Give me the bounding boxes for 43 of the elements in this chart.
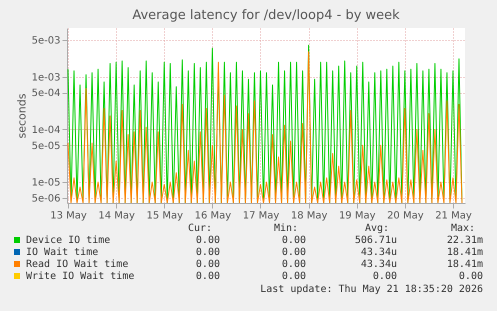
chart-title: Average latency for /dev/loop4 - by week (132, 8, 400, 23)
text: 0.00 (282, 235, 306, 246)
x-tick-label: 15 May (146, 210, 184, 222)
text: 43.34u (360, 247, 397, 258)
text: 43.34u (360, 259, 397, 270)
y-tick-label: 1e-05 (32, 178, 60, 189)
text: 0.00 (458, 271, 483, 282)
x-tick-label: 20 May (387, 210, 424, 222)
y-axis-title: seconds (16, 93, 29, 138)
text: 0.00 (196, 235, 220, 246)
text: 18.41m (446, 247, 483, 258)
text: 0.00 (282, 259, 306, 270)
x-tick-label: 18 May (290, 210, 328, 222)
y-tick-label: 1e-04 (32, 124, 60, 136)
y-tick-label: 5e-06 (32, 193, 60, 204)
text: 18.41m (446, 259, 483, 270)
y-tick-label: 1e-03 (32, 72, 60, 84)
y-tick-label: 5e-04 (32, 88, 60, 100)
legend-label: Device IO time (26, 235, 110, 246)
x-tick-label: 16 May (194, 210, 232, 222)
text: Max: (450, 223, 476, 234)
text: 0.00 (282, 247, 306, 258)
text: 0.00 (196, 259, 220, 270)
text: 0.00 (196, 271, 220, 282)
text: 22.31m (446, 235, 483, 246)
y-tick-label: 5e-03 (32, 36, 60, 47)
text: 506.71u (354, 235, 397, 246)
text: 0.00 (282, 271, 306, 282)
text: 0.00 (372, 271, 397, 282)
x-tick-label: 21 May (435, 210, 472, 222)
text: Cur: (188, 223, 212, 234)
legend-label: Write IO Wait time (26, 271, 134, 282)
y-tick-label: 5e-05 (32, 140, 60, 152)
text: Min: (274, 223, 298, 234)
x-tick-label: 13 May (50, 210, 87, 222)
text: Last update: Thu May 21 18:35:20 2026 (260, 284, 483, 295)
x-tick-label: 14 May (98, 210, 135, 222)
text: 0.00 (196, 247, 220, 258)
x-tick-label: 19 May (338, 210, 376, 222)
text: Avg: (364, 223, 390, 234)
x-tick-label: 17 May (242, 210, 280, 222)
legend-label: IO Wait time (26, 247, 98, 258)
legend-label: Read IO Wait time (26, 259, 128, 270)
